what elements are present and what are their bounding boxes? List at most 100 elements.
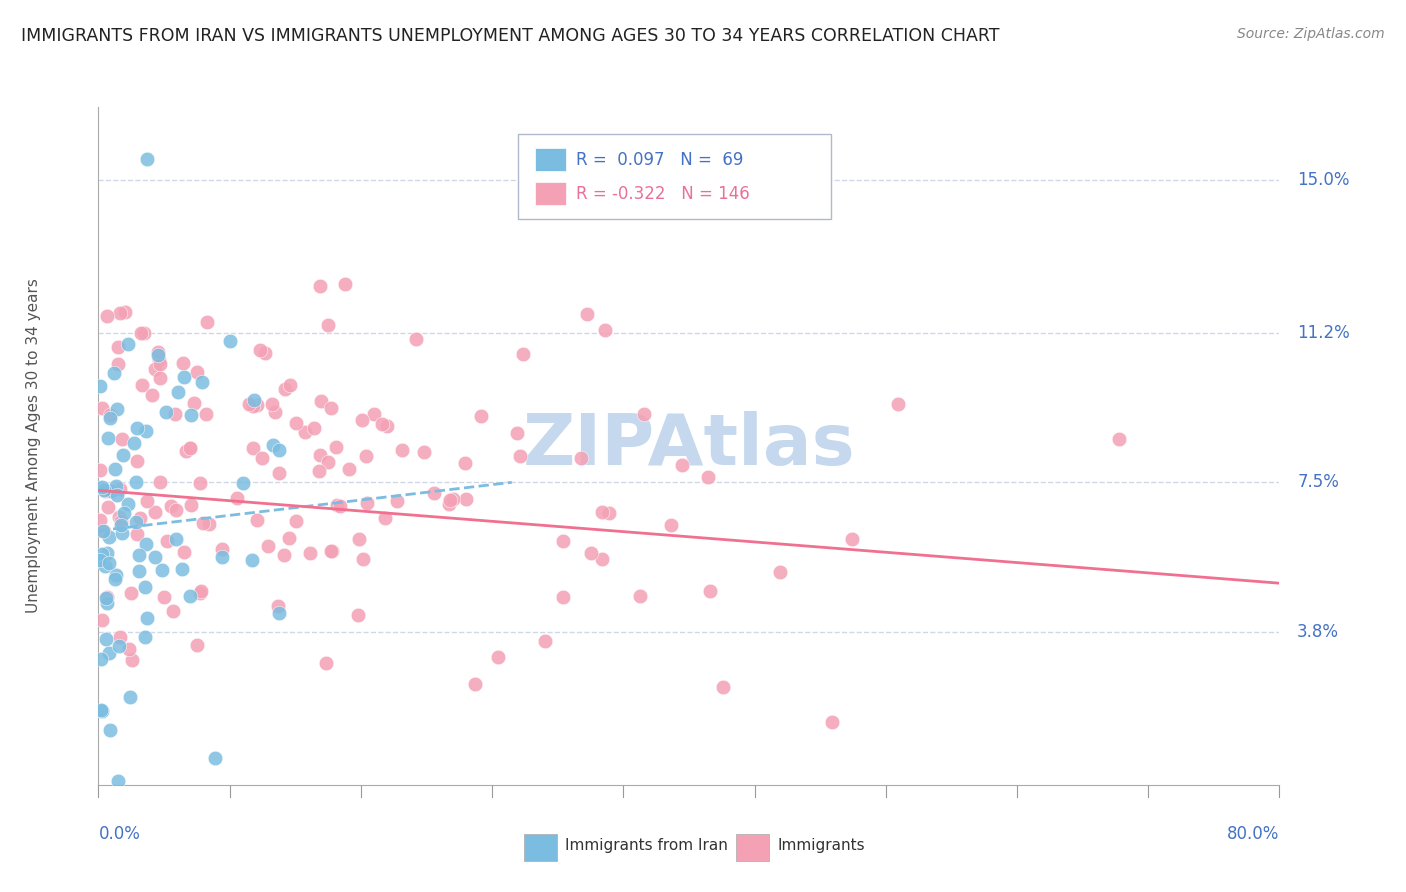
Point [117, 497, 139, 511]
Point [128, 511, 150, 525]
Point [90, 703, 112, 717]
Point [148, 345, 170, 359]
Point [90, 704, 112, 718]
Point [456, 491, 478, 506]
Point [110, 514, 132, 528]
FancyBboxPatch shape [737, 834, 769, 861]
Point [319, 401, 342, 415]
Point [711, 680, 734, 694]
Point [391, 442, 413, 457]
Point [91, 480, 114, 494]
FancyBboxPatch shape [523, 834, 557, 861]
Point [633, 407, 655, 421]
Point [111, 432, 134, 446]
Point [108, 510, 131, 524]
Text: 7.5%: 7.5% [1298, 474, 1339, 491]
Point [309, 279, 332, 293]
Point [576, 307, 599, 321]
Point [269, 606, 291, 620]
Point [107, 640, 129, 654]
Point [581, 546, 603, 560]
Point [118, 690, 141, 704]
Point [111, 448, 134, 462]
Point [117, 641, 139, 656]
Point [315, 657, 337, 671]
Point [128, 548, 150, 562]
Point [439, 493, 461, 508]
Point [191, 375, 214, 389]
Text: 11.2%: 11.2% [1298, 324, 1350, 342]
Point [105, 488, 128, 502]
Point [135, 611, 157, 625]
Point [143, 361, 166, 376]
Point [506, 425, 529, 440]
Point [105, 567, 128, 582]
Point [172, 562, 194, 576]
Point [167, 384, 190, 399]
Point [179, 441, 201, 455]
Point [97, 530, 120, 544]
Point [110, 518, 132, 533]
Point [91, 524, 114, 538]
Point [100, 484, 122, 499]
Point [242, 400, 264, 414]
Point [107, 357, 129, 371]
Point [659, 518, 682, 533]
Point [254, 346, 277, 360]
Point [190, 583, 212, 598]
Point [232, 476, 254, 491]
Point [195, 407, 218, 421]
Point [591, 505, 613, 519]
Point [179, 441, 201, 455]
Point [141, 387, 163, 401]
Point [219, 334, 242, 348]
Point [363, 408, 385, 422]
Point [97, 431, 120, 445]
Point [325, 440, 347, 454]
FancyBboxPatch shape [517, 134, 831, 219]
Point [591, 552, 613, 566]
Text: 80.0%: 80.0% [1227, 825, 1279, 843]
Text: 3.8%: 3.8% [1298, 623, 1339, 640]
Point [243, 393, 266, 408]
Point [107, 773, 129, 788]
Point [136, 153, 159, 167]
Point [211, 541, 233, 556]
Point [121, 653, 143, 667]
Point [352, 413, 374, 427]
Point [204, 751, 226, 765]
Point [285, 514, 308, 528]
Point [111, 526, 134, 541]
Point [186, 638, 208, 652]
Point [98, 556, 121, 570]
Point [278, 378, 301, 392]
Point [841, 532, 863, 546]
Point [146, 348, 169, 362]
Point [173, 545, 195, 559]
Point [267, 442, 290, 457]
Point [887, 397, 910, 411]
Text: 0.0%: 0.0% [98, 825, 141, 843]
Point [242, 442, 264, 456]
Point [160, 500, 183, 514]
Point [174, 444, 197, 458]
Point [135, 424, 157, 438]
Point [285, 416, 308, 430]
Point [486, 650, 509, 665]
Point [129, 326, 152, 341]
Point [148, 353, 170, 368]
Text: Immigrants from Iran: Immigrants from Iran [565, 838, 728, 854]
Point [108, 483, 131, 497]
Point [162, 604, 184, 618]
Point [352, 551, 374, 566]
Point [308, 464, 330, 478]
Point [371, 417, 394, 431]
Point [110, 306, 132, 320]
Point [509, 450, 531, 464]
FancyBboxPatch shape [536, 182, 567, 205]
Point [149, 357, 172, 371]
Point [134, 326, 156, 340]
Point [356, 495, 378, 509]
Point [149, 475, 172, 489]
Point [277, 532, 299, 546]
